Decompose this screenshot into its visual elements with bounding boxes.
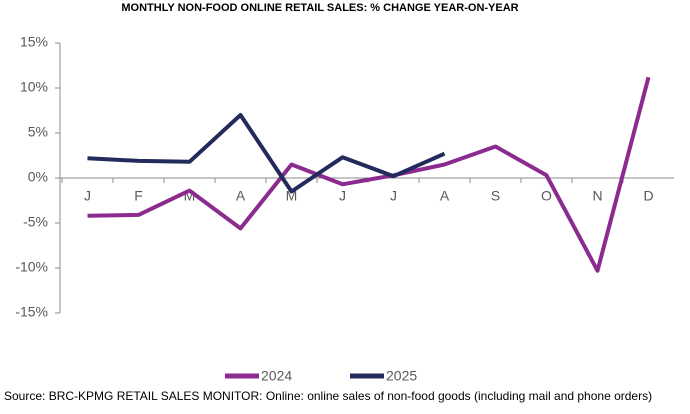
x-tick-label: J: [390, 188, 397, 204]
x-tick-label: F: [134, 188, 143, 204]
y-tick-label: 15%: [20, 34, 48, 50]
x-tick-label: S: [491, 188, 500, 204]
legend-label: 2024: [261, 368, 292, 384]
y-tick-label: 10%: [20, 79, 48, 95]
x-tick-label: J: [84, 188, 91, 204]
chart-title: MONTHLY NON-FOOD ONLINE RETAIL SALES: % …: [121, 2, 518, 14]
x-tick-label: M: [184, 188, 196, 204]
y-tick-label: -15%: [15, 304, 48, 320]
x-tick-label: N: [592, 188, 602, 204]
series-line: [87, 113, 446, 194]
x-tick-label: D: [643, 188, 653, 204]
y-tick-label: 5%: [28, 124, 48, 140]
series-line: [87, 76, 651, 273]
y-tick-label: 0%: [28, 169, 48, 185]
source-note: Source: BRC-KPMG RETAIL SALES MONITOR: O…: [4, 389, 652, 403]
x-tick-label: A: [236, 188, 246, 204]
x-tick-label: J: [339, 188, 346, 204]
x-tick-label: O: [541, 188, 552, 204]
y-tick-label: -5%: [23, 214, 48, 230]
y-tick-label: -10%: [15, 259, 48, 275]
legend-label: 2025: [386, 368, 417, 384]
x-tick-label: M: [286, 188, 298, 204]
x-tick-label: A: [440, 188, 450, 204]
